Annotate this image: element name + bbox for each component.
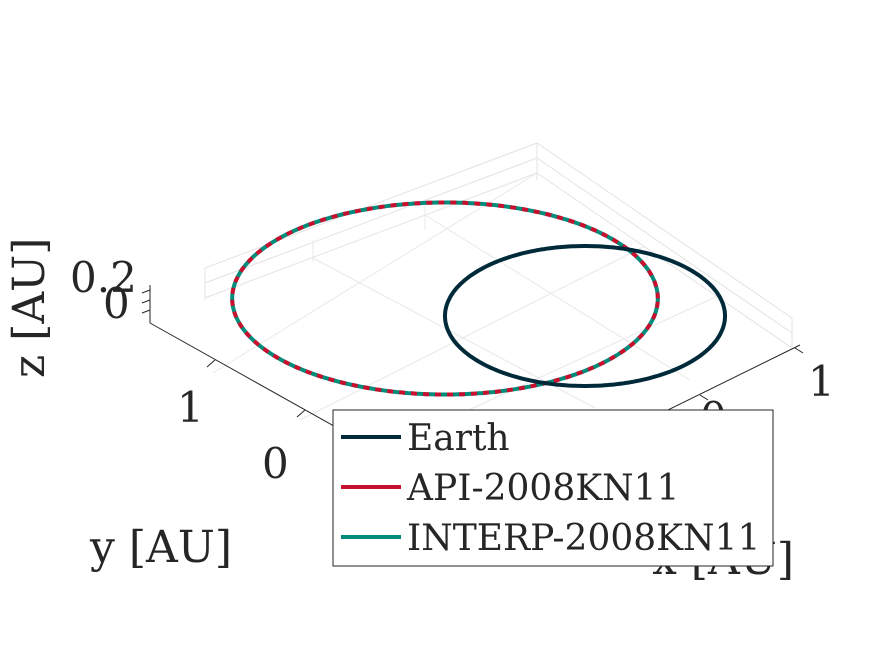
z-tick-mark (141, 309, 151, 314)
grid-line (299, 245, 646, 421)
legend-box (332, 409, 774, 567)
grid-line (424, 294, 721, 431)
z-tick-label: 0 (103, 279, 130, 328)
grid-line (536, 142, 793, 319)
grid-line (204, 142, 538, 269)
y-tick-mark (206, 359, 216, 368)
orbit-line-interp-2008kn11 (230, 200, 660, 397)
z-axis-label: z [AU] (4, 238, 55, 378)
grid-line (204, 157, 538, 284)
legend: Earth API-2008KN11 INTERP-2008KN11 (332, 409, 774, 567)
z-tick-mark (141, 289, 151, 294)
grid-line (212, 172, 538, 374)
y-tick-label: 0 (262, 439, 289, 488)
axes-layer: 0.2 0 1 0 1 0 y [AU] x [AU] z [AU] (4, 238, 835, 585)
y-axis-label: y [AU] (89, 522, 232, 573)
x-tick-mark (794, 347, 804, 354)
x-tick-mark (699, 394, 709, 401)
x-tick-label: 1 (808, 357, 835, 406)
series-layer (230, 200, 727, 397)
grid-line (424, 214, 691, 381)
legend-label-api: API-2008KN11 (406, 468, 679, 509)
z-tick-mark (141, 299, 151, 304)
z-tick-label: 0.2 (70, 253, 137, 302)
grid-layer (204, 142, 793, 431)
legend-label-interp: INTERP-2008KN11 (407, 518, 760, 559)
grid-line (536, 157, 793, 334)
y-tick-label: 1 (177, 383, 204, 432)
orbit-line-earth (443, 244, 727, 388)
y-tick-mark (296, 409, 306, 418)
legend-label-earth: Earth (407, 418, 510, 459)
grid-line (204, 172, 538, 299)
